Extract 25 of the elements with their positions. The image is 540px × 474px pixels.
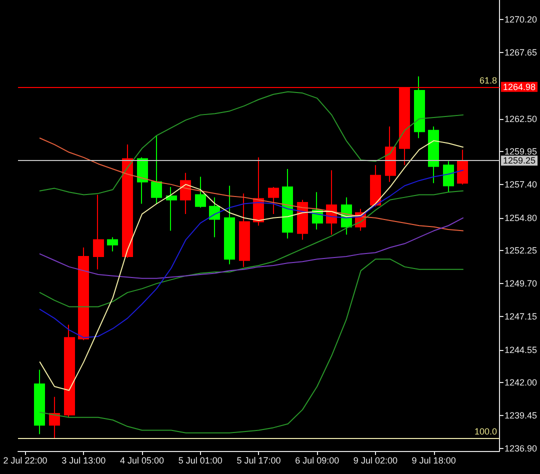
- y-tick-label: 1262.50: [504, 114, 538, 124]
- y-tick-label: 1244.55: [504, 344, 538, 355]
- y-tick-label: 1257.40: [504, 179, 538, 190]
- x-tick-label: 9 Jul 02:00: [353, 456, 398, 466]
- y-tick-label: 1242.00: [504, 378, 538, 388]
- x-tick-label: 6 Jul 09:00: [295, 456, 340, 466]
- y-tick-label: 1267.65: [504, 48, 538, 58]
- y-tick-label: 1247.15: [504, 311, 538, 322]
- x-tick-label: 3 Jul 13:00: [62, 456, 106, 466]
- y-tick-label: 1259.95: [504, 146, 538, 157]
- y-tick-label: 1252.25: [504, 246, 538, 256]
- x-tick-label: 9 Jul 18:00: [412, 456, 456, 466]
- x-tick-label: 5 Jul 17:00: [236, 456, 281, 466]
- x-tick-label: 2 Jul 22:00: [3, 456, 48, 466]
- y-tick-label: 1254.80: [504, 212, 538, 223]
- x-tick-label: 4 Jul 05:00: [120, 456, 164, 466]
- ref-line-label: 1259.25: [503, 156, 536, 166]
- y-tick-label: 1236.90: [504, 443, 538, 454]
- x-tick-label: 5 Jul 01:00: [178, 456, 222, 466]
- y-tick-label: 1270.20: [504, 14, 538, 25]
- y-tick-label: 1239.45: [504, 410, 538, 420]
- annotation: 61.8: [479, 75, 497, 86]
- ref-line-label: 1264.98: [503, 82, 536, 92]
- y-tick-label: 1249.70: [504, 278, 538, 289]
- annotation: 100.0: [474, 426, 497, 436]
